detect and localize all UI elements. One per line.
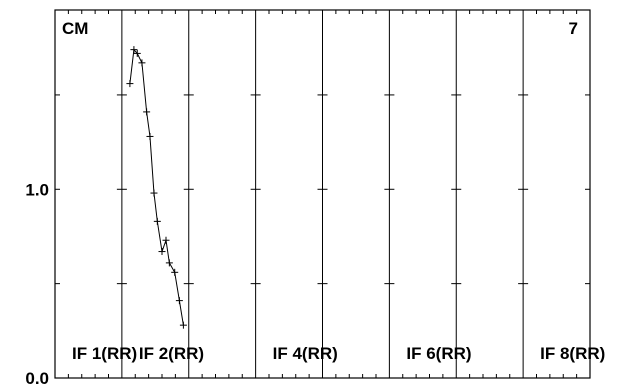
data-point (146, 132, 154, 140)
data-point (133, 49, 141, 57)
panel-label: IF 8(RR) (540, 344, 605, 363)
series-layer (126, 46, 187, 329)
corner-label-right: 7 (569, 19, 578, 38)
panel-label: IF 6(RR) (406, 344, 471, 363)
data-point (165, 259, 173, 267)
panel-label: IF 1(RR) (72, 344, 137, 363)
panel-label: IF 4(RR) (273, 344, 338, 363)
data-point (171, 268, 179, 276)
series-line (129, 48, 184, 326)
data-point (153, 217, 161, 225)
data-point (143, 108, 151, 116)
data-point (162, 236, 170, 244)
data-point (138, 59, 146, 67)
data-point (158, 248, 166, 256)
axes (54, 9, 591, 379)
corner-label-left: CM (62, 19, 88, 38)
data-point (175, 297, 183, 305)
data-point (150, 189, 158, 197)
y-tick-label: 0.0 (25, 369, 49, 388)
y-tick-label: 1.0 (25, 180, 49, 199)
labels: 0.0 1.0 CM 7 IF 1(RR) IF 2(RR) IF 4(RR) IF 6(RR… (25, 19, 605, 388)
panel-label: IF 2(RR) (139, 344, 204, 363)
data-point (130, 46, 138, 54)
data-point (179, 321, 187, 329)
data-point (126, 80, 134, 88)
